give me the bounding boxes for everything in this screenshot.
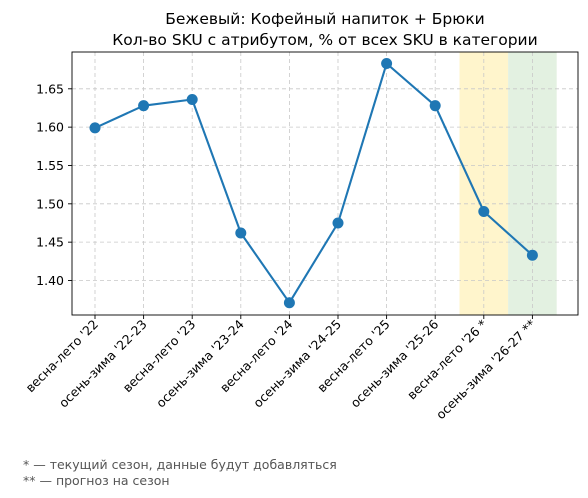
data-point-7	[429, 100, 441, 112]
y-axis: 1.40 1.45 1.50 1.55 1.60 1.65	[36, 81, 72, 288]
x-tick-label-9: осень-зима '26-27 **	[433, 317, 539, 423]
data-point-4	[283, 297, 295, 309]
x-tick-label-1: осень-зима '22-23	[56, 317, 150, 411]
data-point-5	[332, 217, 344, 229]
footnote-current-season: * — текущий сезон, данные будут добавлят…	[23, 457, 337, 472]
chart-title-line1: Бежевый: Кофейный напиток + Брюки	[165, 10, 485, 28]
plot-frame	[71, 51, 579, 316]
y-tick-label-3: 1.55	[36, 158, 64, 173]
data-point-1	[138, 100, 150, 112]
highlight-band-1	[459, 52, 509, 315]
x-tick-label-5: осень-зима '24-25	[250, 317, 344, 411]
chart-title-line2: Кол-во SKU с атрибутом, % от всех SKU в …	[112, 31, 537, 49]
y-tick-label-1: 1.45	[36, 235, 64, 250]
highlight-band-2	[508, 52, 557, 315]
data-series	[89, 58, 538, 309]
footnote-forecast: ** — прогноз на сезон	[23, 473, 170, 488]
y-tick-label-5: 1.65	[36, 81, 64, 96]
season-highlights	[459, 52, 557, 315]
x-tick-label-7: осень-зима '25-26	[347, 316, 441, 410]
y-tick-label-4: 1.60	[36, 120, 64, 135]
data-point-8	[478, 205, 490, 217]
data-point-0	[89, 122, 101, 134]
x-tick-label-3: осень-зима '23-24	[153, 316, 247, 410]
series-line	[94, 62, 534, 304]
data-point-2	[186, 94, 198, 106]
grid-lines	[72, 52, 578, 315]
data-point-9	[526, 249, 538, 261]
data-point-6	[381, 58, 393, 70]
data-point-3	[235, 227, 247, 239]
y-tick-label-2: 1.50	[36, 196, 64, 211]
y-tick-label-0: 1.40	[36, 273, 64, 288]
